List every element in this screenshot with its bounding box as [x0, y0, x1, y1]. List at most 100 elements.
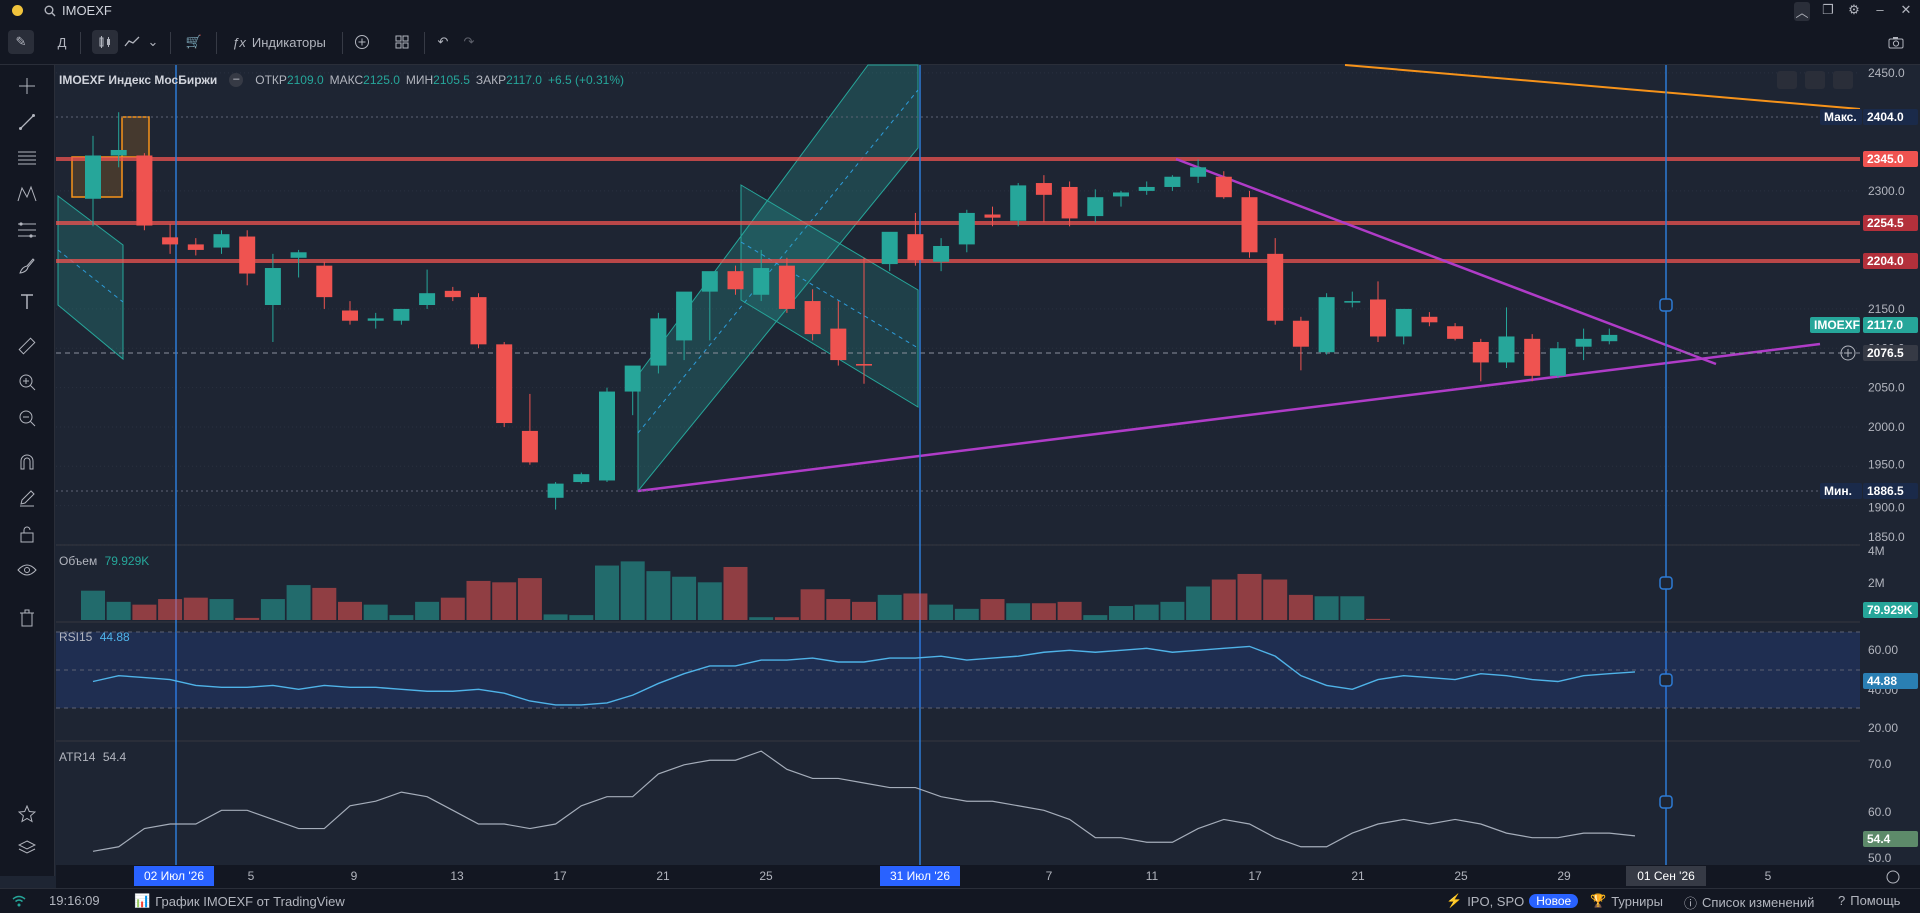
orange-trend-line: [1344, 64, 1861, 110]
symbol-title[interactable]: IMOEXF Индекс МосБиржи: [59, 73, 218, 87]
volume-bar: [183, 597, 208, 620]
candle-body: [1241, 197, 1258, 253]
purple-trend-line-upper: [1175, 157, 1717, 366]
date-highlight-2-bg: [880, 866, 960, 886]
pattern-icon[interactable]: [12, 181, 42, 207]
horizontal-lines-icon[interactable]: [12, 145, 42, 171]
price-tick-label: 2050.0: [1868, 381, 1905, 395]
candle-body: [1010, 185, 1027, 221]
candle-body: [239, 236, 256, 274]
last-symbol-tag: IMOEXF: [1814, 318, 1860, 332]
toolbar-divider: [170, 32, 171, 54]
atr-pane-label[interactable]: ATR14 54.4: [59, 750, 126, 764]
ruler-icon[interactable]: [12, 333, 42, 359]
price-tick-label: 2450.0: [1868, 66, 1905, 80]
trophy-icon: 🏆: [1590, 893, 1607, 908]
volume-bar: [723, 566, 748, 620]
candle-body: [264, 268, 281, 305]
draw-mode-icon[interactable]: [12, 485, 42, 511]
volume-bar: [929, 604, 954, 620]
toolbar-divider: [342, 32, 343, 54]
tournaments-link[interactable]: 🏆 Турниры: [1590, 893, 1663, 909]
pane-control-button: [1777, 71, 1797, 89]
trend-line-icon[interactable]: [12, 109, 42, 135]
trash-icon[interactable]: [12, 605, 42, 631]
restore-icon[interactable]: ❐: [1822, 2, 1834, 17]
layout-grid-icon[interactable]: [390, 30, 414, 54]
brush-icon[interactable]: [12, 253, 42, 279]
volume-pane-label[interactable]: Объем 79.929K: [59, 554, 149, 568]
atr-tick-label: 70.0: [1868, 757, 1892, 771]
candle-body: [213, 234, 230, 248]
resistance-level-line: [56, 259, 1860, 263]
open-label: ОТКР: [255, 73, 287, 87]
undo-icon[interactable]: ↶: [437, 34, 449, 49]
legend-toggle-icon[interactable]: –: [229, 73, 244, 87]
volume-bar: [260, 599, 285, 620]
time-tick-label: 25: [1454, 869, 1468, 883]
indicators-label: Индикаторы: [251, 34, 326, 50]
settings-icon[interactable]: ⚙: [1848, 2, 1860, 17]
crosshair-icon[interactable]: [12, 73, 42, 99]
price-pane: [56, 65, 1860, 545]
add-icon[interactable]: [350, 30, 374, 54]
close-icon[interactable]: ✕: [1900, 2, 1912, 17]
atr-line: [92, 750, 1636, 852]
text-icon[interactable]: [12, 289, 42, 315]
candle-body: [444, 290, 461, 298]
min-label-tag-bg: [1820, 483, 1862, 499]
timeframe-button[interactable]: Д: [57, 34, 67, 50]
volume-bar: [774, 617, 799, 620]
eye-icon[interactable]: [12, 557, 42, 583]
volume-bar: [569, 615, 594, 620]
candle-body: [856, 364, 872, 366]
cart-icon[interactable]: 🛒: [185, 34, 203, 49]
pencil-icon[interactable]: ✎: [8, 30, 34, 54]
ipo-link[interactable]: ⚡ IPO, SPO Новое: [1446, 893, 1579, 909]
chevron-up-icon[interactable]: ︿: [1794, 2, 1810, 21]
time-tick-label: 17: [553, 869, 567, 883]
magnet-icon[interactable]: [12, 449, 42, 475]
lightning-icon: ⚡: [1446, 893, 1463, 908]
connection-status[interactable]: 19:16:09: [12, 893, 100, 908]
volume-bar: [800, 589, 825, 620]
price-tick-label: 2000.0: [1868, 420, 1905, 434]
candle-body: [419, 293, 436, 305]
chart-type-icon[interactable]: [120, 30, 144, 54]
layers-icon[interactable]: [12, 835, 42, 861]
last-price-label: 2117.0: [1867, 318, 1903, 332]
channel-midline: [57, 249, 124, 303]
resistance-level-line: [56, 157, 1860, 161]
high-value: 2125.0: [363, 73, 400, 87]
volume-bar: [492, 582, 517, 620]
chevron-down-icon[interactable]: ⌄: [147, 34, 159, 49]
redo-icon[interactable]: ↷: [463, 34, 475, 49]
lock-icon[interactable]: [12, 521, 42, 547]
window-titlebar: IMOEXF ︿ ❐ ⚙ – ✕: [0, 0, 1920, 22]
symbol-search[interactable]: IMOEXF: [44, 3, 112, 18]
zoom-in-icon[interactable]: [12, 369, 42, 395]
open-value: 2109.0: [286, 73, 324, 87]
star-icon[interactable]: [12, 801, 42, 827]
help-link[interactable]: ? Помощь: [1838, 893, 1900, 908]
camera-icon[interactable]: [1884, 30, 1908, 54]
symbol-search-text: IMOEXF: [62, 3, 112, 18]
changelog-link[interactable]: ⓘ Список изменений: [1684, 893, 1814, 912]
chart-canvas[interactable]: 2450.02300.02150.02100.02050.02000.01950…: [0, 0, 1920, 888]
volume-bar: [1263, 579, 1288, 620]
rsi-pane-label[interactable]: RSI15 44.88: [59, 630, 130, 644]
chart-title-link[interactable]: 📊 График IMOEXF от TradingView: [134, 893, 345, 909]
fib-icon[interactable]: [12, 217, 42, 243]
price-tick-label: 1850.0: [1868, 530, 1905, 544]
clock-time: 19:16:09: [49, 893, 100, 908]
volume-bar: [158, 599, 183, 620]
rsi-tick-label: 20.00: [1868, 721, 1898, 735]
changelog-label: Список изменений: [1702, 895, 1815, 910]
atr-label: ATR14: [59, 750, 96, 764]
candles-icon[interactable]: [92, 30, 118, 54]
indicators-button[interactable]: ƒx Индикаторы: [226, 30, 332, 54]
candle-body: [1267, 253, 1284, 321]
zoom-out-icon[interactable]: [12, 405, 42, 431]
minimize-icon[interactable]: –: [1876, 2, 1884, 17]
candle-body: [676, 291, 693, 341]
